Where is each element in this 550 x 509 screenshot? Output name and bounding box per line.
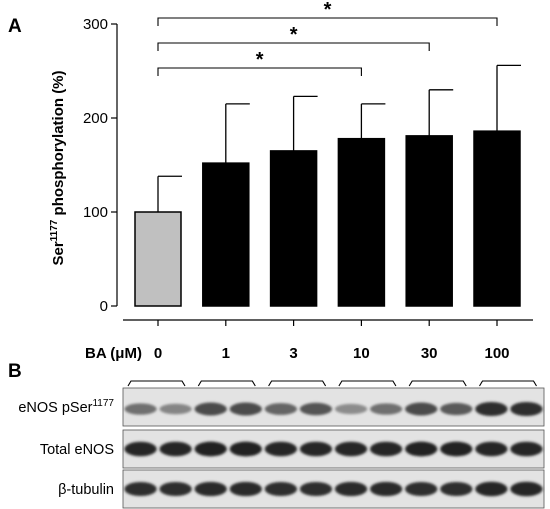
blot-band-3-5 — [264, 481, 298, 497]
x-axis — [123, 319, 533, 326]
blot-band-2-3 — [194, 441, 227, 457]
blot-strip-2 — [122, 429, 545, 469]
lane-bracket-30 — [408, 380, 467, 387]
blot-band-3-2 — [159, 481, 192, 497]
blot-band-2-9 — [405, 441, 438, 457]
y-tick-label-200: 200 — [83, 110, 108, 127]
category-label-3: 3 — [289, 345, 297, 362]
blot-band-2-2 — [159, 441, 192, 457]
bar-3 — [269, 150, 318, 307]
bar-100 — [473, 130, 521, 307]
blot-row-label-1: eNOS pSer1177 — [18, 398, 114, 416]
significance-bracket-2 — [157, 42, 430, 51]
blot-band-2-11 — [475, 441, 508, 457]
blot-band-3-11 — [475, 481, 508, 497]
blot-band-1-2 — [159, 403, 192, 415]
blot-row-label-3: β-tubulin — [58, 482, 114, 498]
bar-10 — [337, 137, 386, 307]
significance-marker-2: * — [290, 24, 298, 46]
significance-marker-3: * — [324, 0, 332, 21]
significance-brackets: * * * — [157, 0, 498, 76]
bar-1 — [202, 162, 250, 307]
blot-band-1-10 — [440, 402, 473, 416]
lane-bracket-100 — [479, 380, 537, 387]
blot-band-2-4 — [229, 441, 262, 457]
blot-band-2-12 — [510, 441, 543, 457]
blot-band-2-8 — [369, 441, 403, 457]
blot-band-1-4 — [229, 402, 262, 416]
y-axis-label: Ser1177 phosphorylation (%) — [49, 70, 67, 265]
y-tick-label-300: 300 — [83, 16, 108, 33]
category-label-30: 30 — [421, 345, 438, 362]
blot-band-3-7 — [334, 481, 368, 497]
bar-series — [134, 130, 521, 307]
error-bars — [157, 64, 521, 212]
blot-band-3-3 — [194, 481, 227, 497]
category-label-10: 10 — [353, 345, 370, 362]
blot-band-1-6 — [299, 402, 333, 416]
blot-band-1-9 — [405, 402, 438, 416]
western-blot: eNOS pSer1177 Total eNOS β-tubulin — [18, 387, 545, 509]
significance-marker-1: * — [256, 49, 264, 71]
blot-band-1-3 — [194, 402, 227, 416]
blot-row-label-2: Total eNOS — [40, 442, 114, 458]
category-labels: 0 1 3 10 30 100 — [154, 345, 510, 362]
lane-group-brackets — [127, 380, 537, 387]
blot-band-1-5 — [264, 403, 298, 415]
lane-bracket-10 — [338, 380, 397, 387]
panel-label-b: B — [8, 361, 22, 382]
blot-band-2-10 — [440, 441, 473, 457]
blot-band-1-8 — [369, 403, 403, 415]
blot-strip-3 — [122, 469, 545, 509]
blot-band-3-1 — [124, 481, 157, 497]
blot-band-3-12 — [510, 481, 543, 497]
blot-band-1-7 — [334, 403, 368, 415]
blot-band-3-8 — [369, 481, 403, 497]
blot-strip-1 — [122, 387, 545, 427]
blot-band-3-9 — [405, 481, 438, 497]
y-axis: 0 100 200 300 — [83, 16, 118, 315]
y-tick-label-100: 100 — [83, 204, 108, 221]
category-label-100: 100 — [484, 345, 509, 362]
blot-band-3-6 — [299, 481, 333, 497]
blot-band-2-7 — [334, 441, 368, 457]
significance-bracket-1 — [157, 67, 362, 76]
significance-bracket-3 — [157, 17, 498, 26]
blot-band-2-6 — [299, 441, 333, 457]
blot-band-1-11 — [475, 401, 508, 417]
lane-bracket-0 — [127, 380, 186, 387]
panel-label-a: A — [8, 16, 22, 37]
lane-bracket-3 — [268, 380, 327, 387]
blot-band-3-10 — [440, 481, 473, 497]
category-label-0: 0 — [154, 345, 162, 362]
blot-band-2-1 — [124, 441, 157, 457]
blot-band-2-5 — [264, 441, 298, 457]
y-tick-label-0: 0 — [100, 298, 108, 315]
blot-band-1-1 — [124, 403, 157, 415]
lane-bracket-1 — [197, 380, 256, 387]
category-label-1: 1 — [222, 345, 230, 362]
bar-30 — [405, 135, 453, 307]
x-axis-label: BA (μM) — [85, 345, 142, 362]
blot-band-1-12 — [510, 401, 543, 417]
bar-0 — [134, 211, 182, 307]
blot-band-3-4 — [229, 481, 262, 497]
